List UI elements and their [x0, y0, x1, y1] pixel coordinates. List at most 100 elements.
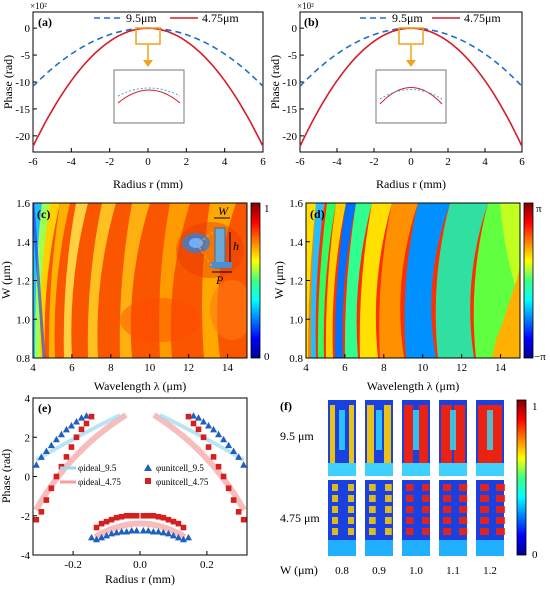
unitcell-4.75-point	[235, 509, 242, 515]
field-core	[339, 410, 345, 450]
unitcell-9.5-point	[118, 527, 126, 535]
field-lobe	[348, 517, 354, 524]
unitcell-9.5-point	[128, 526, 136, 534]
field-lobe	[496, 528, 505, 535]
a-ytick-label: -15	[15, 104, 30, 116]
unitcell-9.5-point	[144, 526, 152, 534]
field-lobe	[459, 506, 468, 513]
field-lobe	[369, 484, 376, 491]
panel-c-y-ticks: 0.8 1.0 1.2 1.4 1.6	[16, 198, 37, 365]
b-ytick-label: 0	[292, 23, 298, 35]
unitcell-4.75-point	[205, 444, 212, 450]
c-xtick-label: 4	[30, 362, 36, 374]
unitcell-4.75-point	[170, 518, 177, 525]
zoom-arrow-b-head	[406, 60, 416, 67]
field-lobe	[422, 528, 430, 535]
field-lobe	[406, 506, 414, 513]
field-lobe	[422, 484, 430, 491]
field-lobe	[443, 484, 452, 491]
legend-unitcell-4.75-marker	[145, 478, 151, 484]
unitcell-9.5-point	[195, 414, 203, 421]
field-lobe	[422, 495, 430, 502]
unitcell-4.75-point	[185, 413, 192, 420]
field-lobe	[496, 517, 505, 524]
unitcell-4.75-point	[225, 485, 232, 492]
unitcell-4.75-point	[150, 512, 157, 519]
inset-label-h: h	[233, 239, 239, 253]
b-xtick-label: -4	[332, 156, 342, 168]
panel-f-label: (f)	[280, 399, 292, 413]
field-lobe	[369, 528, 376, 535]
field-core	[487, 410, 493, 450]
panel-a-ylabel: Phase (rad)	[1, 55, 15, 109]
unitcell-4.75-point	[33, 516, 40, 523]
field-lobe	[480, 484, 489, 491]
field-lobe	[348, 495, 354, 502]
unitcell-9.5-point	[184, 533, 192, 541]
field-hotspot	[330, 405, 335, 463]
unitcell-9.5-point	[210, 425, 218, 433]
panel-c: 4 6 8 10 12 14 0.81.01.21.41.6 (c) W h P 1 0 …	[0, 198, 270, 393]
a-ytick-label: -5	[21, 50, 31, 62]
b-xtick-label: 4	[482, 156, 488, 168]
panel-c-colorbar	[250, 202, 261, 359]
unitcell-9.5-point	[83, 412, 90, 419]
panel-c-ylabel: W (μm)	[0, 261, 13, 299]
panel-d: 4 6 8 10 12 14 0.8 1.0 1.2 1.4 1.6 (d) π −π Wavel…	[272, 198, 546, 393]
legend-unitcell-4.75: φunitcell_4.75	[156, 477, 209, 487]
e-ytick-label: 0	[25, 472, 31, 484]
a-xtick-label: -6	[28, 156, 38, 168]
field-lobe	[459, 517, 468, 524]
panel-b: -6 -4 -2 0 2 4 6 0-5-10-15-20 (b) ×10² 9.5μm 4…	[268, 1, 525, 191]
unitcell-9.5-point	[98, 533, 106, 541]
unitcell-4.75-point	[230, 497, 237, 503]
field-lobe	[480, 506, 489, 513]
panel-f-column-label: 1.2	[483, 565, 497, 577]
panel-f-colorbar	[516, 399, 527, 556]
unitcell-4.75-point	[68, 444, 75, 450]
panel-f-column-labels: 0.8 0.9 1.0 1.1 1.2	[335, 565, 497, 577]
b-xtick-label: -2	[369, 156, 378, 168]
legend-ideal-4.75: φideal_4.75	[78, 477, 121, 487]
zoom-inset	[113, 69, 185, 124]
unitcell-4.75-point	[103, 518, 110, 525]
unitcell-9.5-point	[37, 453, 45, 460]
c-xtick-label: 10	[144, 362, 156, 374]
field-lobe	[443, 517, 452, 524]
d-ytick-label: 0.8	[289, 353, 303, 365]
d-ytick-label: 1.0	[289, 314, 303, 326]
unitcell-9.5-point	[62, 425, 70, 433]
unitcell-9.5-point	[103, 531, 111, 539]
panel-e-legend: φideal_9.5 φideal_4.75 φunitcell_9.5 φun…	[60, 463, 209, 487]
panel-f-column-label: 0.9	[372, 565, 386, 577]
c-ytick-label: 1.2	[16, 276, 30, 288]
unitcell-4.75-point	[83, 420, 90, 427]
unitcell-4.75-point	[128, 512, 135, 519]
panel-f-row-label-9.5: 9.5 μm	[280, 429, 314, 443]
unitcell-9.5-point	[230, 447, 238, 454]
field-lobe	[496, 495, 505, 502]
e-xtick-label: 0.2	[200, 559, 214, 571]
b-xtick-label: 2	[445, 156, 451, 168]
c-xtick-label: 6	[69, 362, 75, 374]
ideal-4.75-outer	[33, 412, 247, 512]
field-lobe	[406, 528, 414, 535]
unitcell-4.75-point	[48, 485, 55, 492]
d-ytick-label: 1.2	[289, 276, 303, 288]
panel-e-ylabel: Phase (rad)	[0, 449, 13, 503]
field-lobe	[480, 528, 489, 535]
field-lobe	[348, 506, 354, 513]
panel-c-x-ticks: 4 6 8 10 12 14	[30, 354, 234, 374]
field-lobe	[443, 506, 452, 513]
field-lobe	[385, 517, 392, 524]
panel-c-cbar-max: 1	[264, 203, 270, 215]
field-lobe	[348, 484, 354, 491]
panel-b-y-ticks: 0 -5 -10 -15 -20	[282, 23, 304, 143]
field-lobe	[443, 495, 452, 502]
unitcell-4.75-point	[78, 426, 85, 433]
unitcell-9.5-point	[149, 527, 157, 535]
unitcell-9.5-point	[52, 435, 60, 443]
unitcell-4.75-point	[43, 497, 50, 503]
unitcell-9.5-point	[215, 430, 223, 438]
